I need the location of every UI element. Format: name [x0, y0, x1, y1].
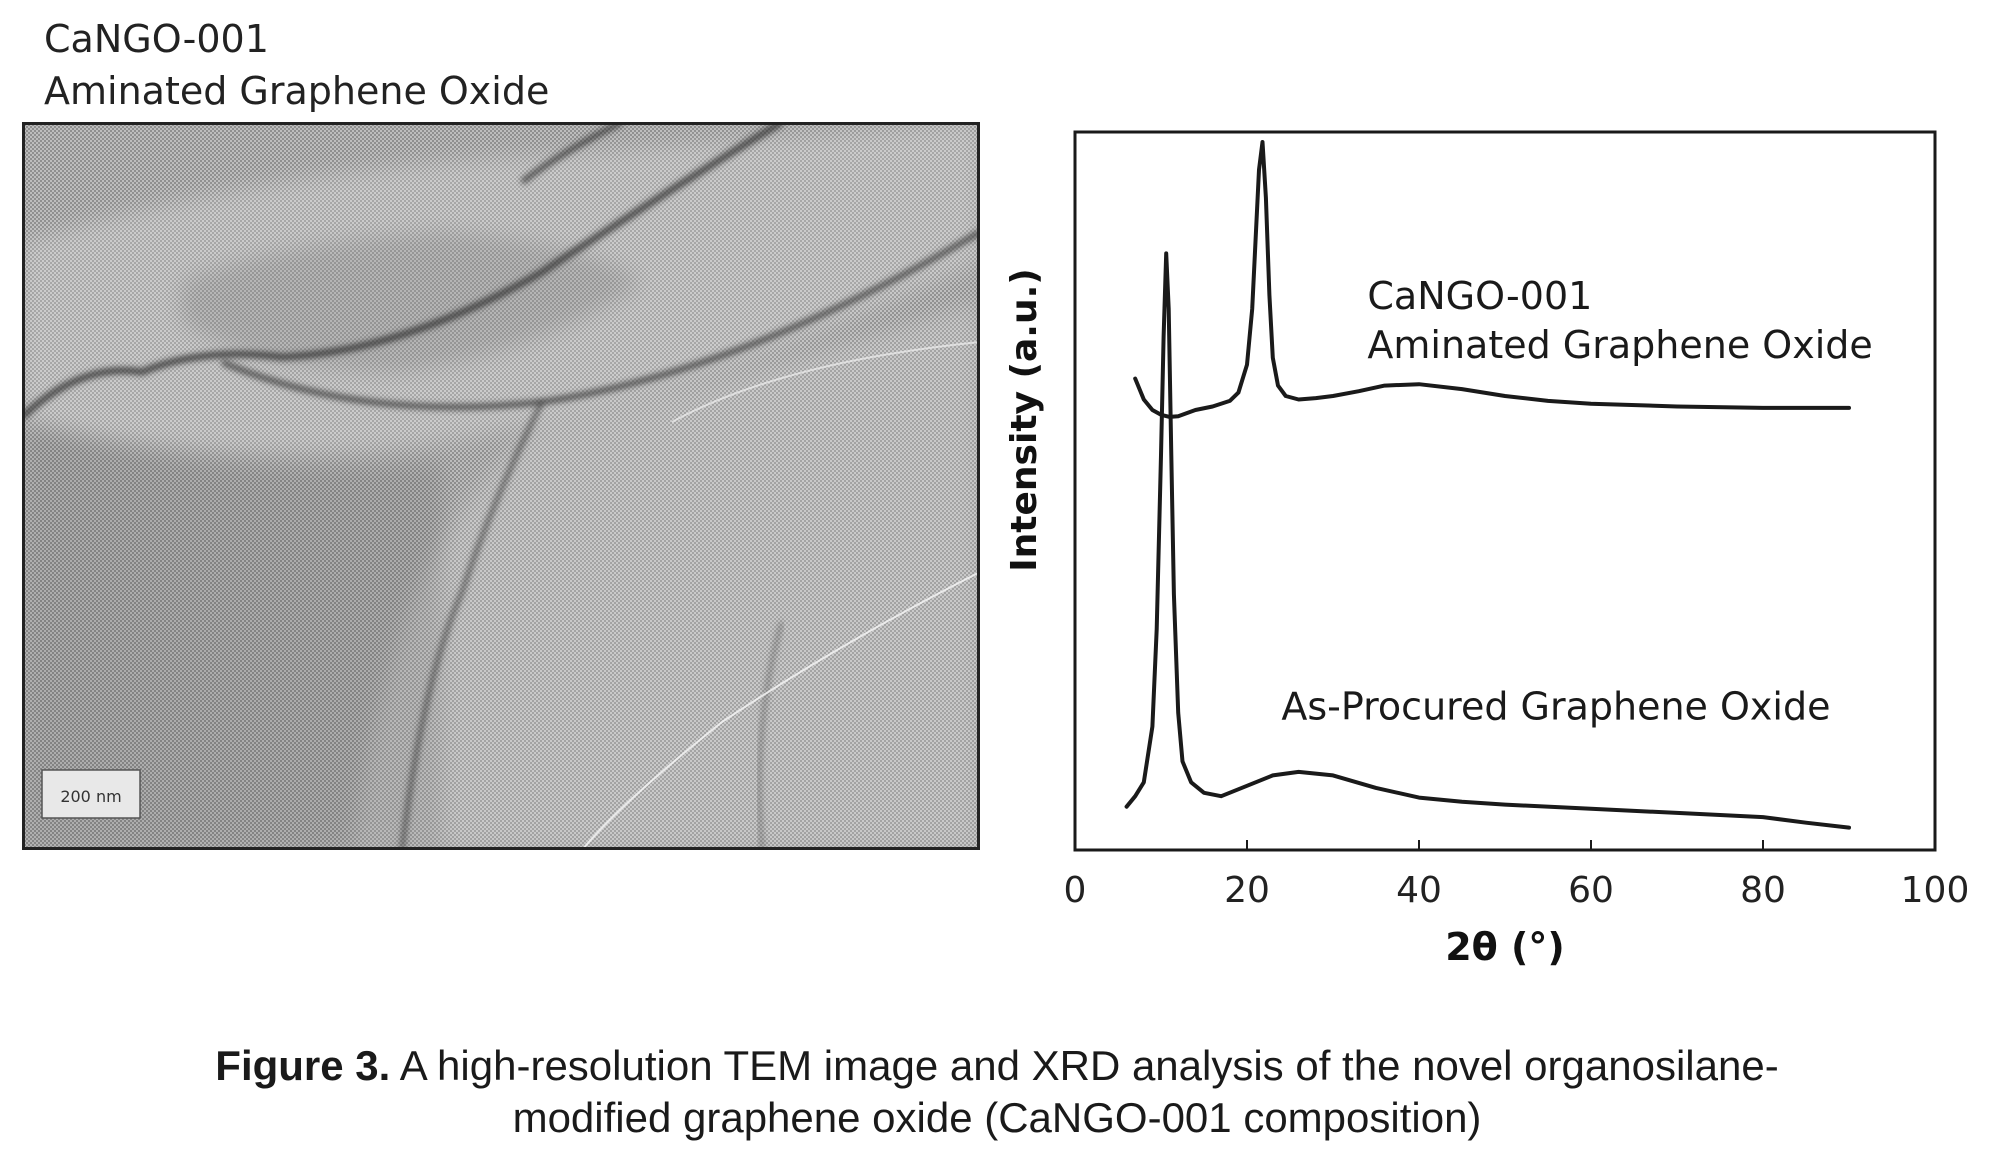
- tem-title-line2: Aminated Graphene Oxide: [44, 69, 550, 113]
- tem-bright-crease: [581, 571, 980, 850]
- x-tick-label: 40: [1396, 870, 1442, 911]
- x-tick-label: 100: [1901, 870, 1970, 911]
- tem-scale-bar: 200 nm: [41, 769, 141, 819]
- tem-fold-edge-4: [399, 400, 545, 850]
- tem-fold-edge-3: [520, 122, 624, 185]
- tem-micrograph: 200 nm: [22, 122, 980, 850]
- x-tick-label: 0: [1064, 870, 1087, 911]
- plot-frame: [1073, 130, 1937, 852]
- tem-fold-edge-5: [757, 621, 784, 850]
- tem-bright-crease-2: [671, 341, 980, 423]
- tem-fold-edge-1: [22, 122, 784, 420]
- tem-fold-edge-2: [220, 229, 980, 410]
- annotation-label: CaNGO-001: [1367, 274, 1592, 318]
- tem-sheet-overlap: [182, 232, 642, 372]
- caption-line-1: Figure 3. A high-resolution TEM image an…: [0, 1040, 1994, 1092]
- x-axis-ticks: 0 20 40 60 80 100: [1064, 840, 1970, 911]
- x-tick-label: 20: [1224, 870, 1270, 911]
- tem-sheet-light-right: [352, 302, 980, 850]
- xrd-series-line-1: [1133, 140, 1851, 419]
- tem-image-border: [22, 122, 980, 850]
- x-tick-label: 60: [1568, 870, 1614, 911]
- xrd-series-line-2: [1124, 251, 1851, 830]
- x-tick-label: 80: [1740, 870, 1786, 911]
- figure-caption: Figure 3. A high-resolution TEM image an…: [0, 1040, 1994, 1144]
- xrd-chart: 0 20 40 60 80 100 CaNGO-001 Aminated Graphene …: [1004, 130, 1970, 969]
- caption-text-1: A high-resolution TEM image and XRD anal…: [390, 1042, 1779, 1089]
- caption-label: Figure 3.: [215, 1042, 391, 1089]
- x-axis-label: 2θ (°): [1445, 925, 1565, 969]
- annotation-label: As-Procured Graphene Oxide: [1281, 685, 1830, 729]
- caption-line-2: modified graphene oxide (CaNGO-001 compo…: [512, 1094, 1482, 1141]
- series-lines: [1124, 140, 1851, 830]
- plot-area-border: [1073, 130, 1937, 852]
- tem-title-line1: CaNGO-001: [44, 17, 269, 61]
- y-axis-label: Intensity (a.u.): [1004, 268, 1045, 571]
- tem-sheet-dark-left: [22, 422, 442, 850]
- annotations: CaNGO-001 Aminated Graphene Oxide As-Procu…: [1281, 274, 1872, 729]
- annotation-label: Aminated Graphene Oxide: [1367, 323, 1872, 367]
- tem-scale-bar-label: 200 nm: [60, 787, 121, 806]
